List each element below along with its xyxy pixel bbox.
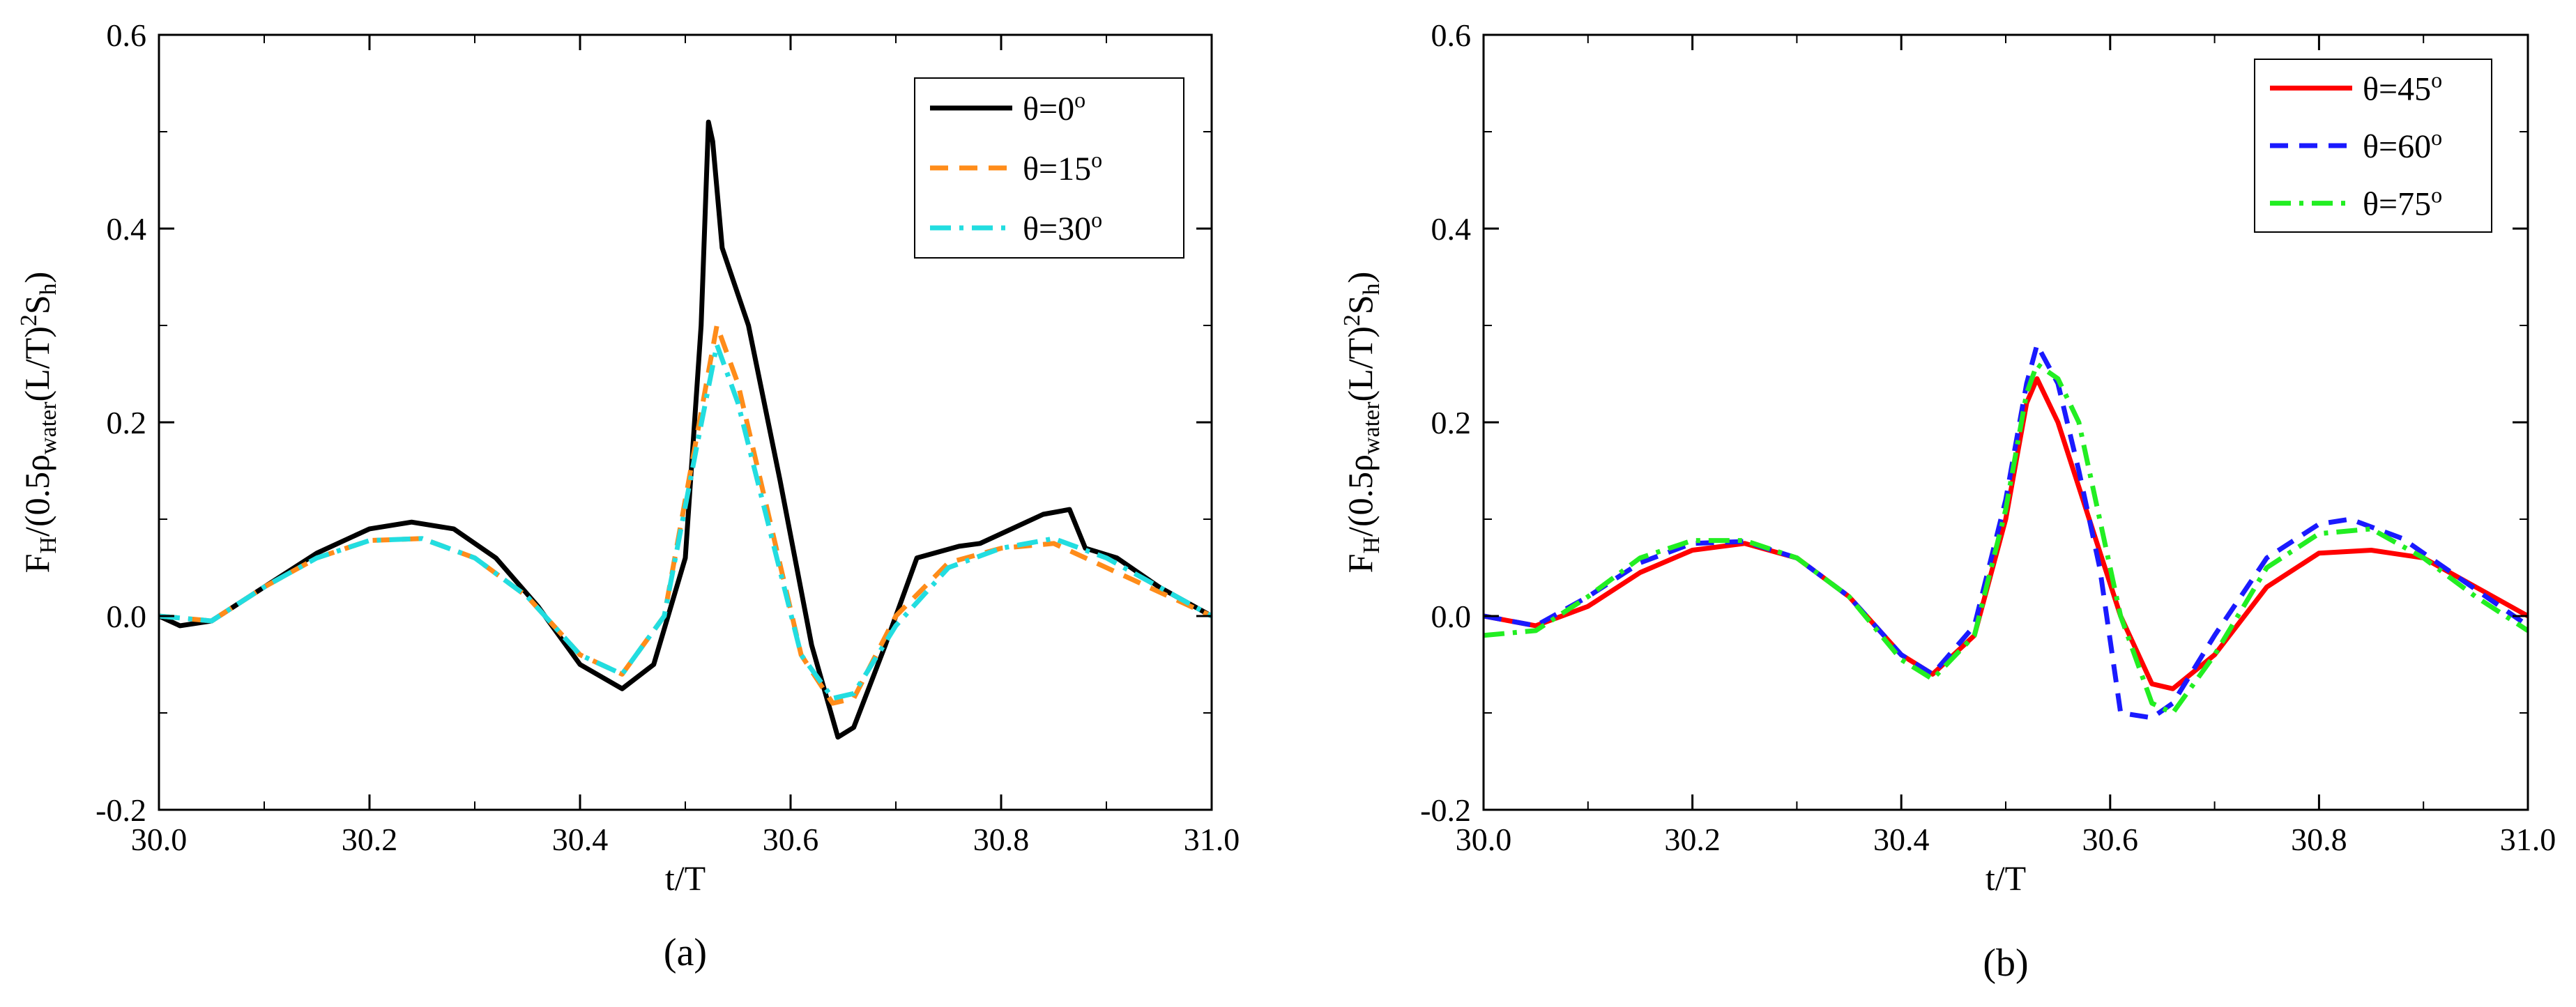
x-tick-label: 31.0 (1184, 822, 1240, 857)
legend-label-1: θ=15o (1023, 147, 1102, 187)
y-axis-title: FH/(0.5ρwater(L/T)2Sh) (1339, 272, 1385, 574)
y-tick-label: 0.2 (107, 405, 147, 440)
x-tick-label: 30.4 (1873, 822, 1930, 857)
y-tick-label: 0.0 (107, 599, 147, 634)
chart-panel-1: 30.0 30.2 30.4 30.6 30.8 31.0 -0.2 0.0 0.2 0.4 0.6… (1339, 17, 2556, 985)
legend-label-0: θ=0o (1023, 87, 1085, 128)
series-line-0-2 (159, 342, 1212, 701)
legend-label-2: θ=30o (1023, 207, 1102, 247)
x-tick-label: 30.6 (2082, 822, 2139, 857)
x-tick-label: 31.0 (2500, 822, 2556, 857)
x-axis-title: t/T (665, 859, 706, 898)
panel-label: (b) (1983, 941, 2028, 985)
y-tick-label: 0.6 (1431, 17, 1472, 53)
x-tick-label: 30.8 (973, 822, 1030, 857)
legend-label-0: θ=45o (2363, 67, 2442, 107)
y-tick-label: 0.0 (1431, 599, 1472, 634)
x-tick-label: 30.0 (1456, 822, 1512, 857)
x-tick-label: 30.4 (552, 822, 609, 857)
legend: θ=45o θ=60o θ=75o (2254, 59, 2492, 233)
y-tick-label: 0.4 (1431, 211, 1472, 247)
x-tick-label: 30.2 (342, 822, 398, 857)
y-axis-title: FH/(0.5ρwater(L/T)2Sh) (16, 272, 61, 574)
legend-label-1: θ=60o (2363, 125, 2442, 165)
y-tick-label: 0.6 (107, 17, 147, 53)
legend: θ=0o θ=15o θ=30o (914, 77, 1184, 259)
x-tick-label: 30.8 (2291, 822, 2347, 857)
y-tick-label: -0.2 (96, 792, 146, 828)
y-tick-label: 0.2 (1431, 405, 1472, 440)
series-line-1-1 (1484, 342, 2528, 721)
y-tick-label: -0.2 (1420, 792, 1471, 828)
x-axis-title: t/T (1986, 859, 2026, 898)
series-line-0-0 (159, 119, 1212, 740)
chart-panel-0: 30.0 30.2 30.4 30.6 30.8 31.0 -0.2 0.0 0.2 0.4 0.6… (16, 17, 1240, 974)
x-tick-label: 30.2 (1664, 822, 1721, 857)
series-line-0-1 (159, 323, 1212, 706)
legend-label-2: θ=75o (2363, 183, 2442, 223)
series-line-1-0 (1484, 376, 2528, 691)
y-tick-label: 0.4 (107, 211, 147, 247)
x-tick-label: 30.6 (763, 822, 819, 857)
x-tick-label: 30.0 (131, 822, 188, 857)
series-line-1-2 (1484, 362, 2528, 716)
panel-label: (a) (664, 931, 707, 974)
